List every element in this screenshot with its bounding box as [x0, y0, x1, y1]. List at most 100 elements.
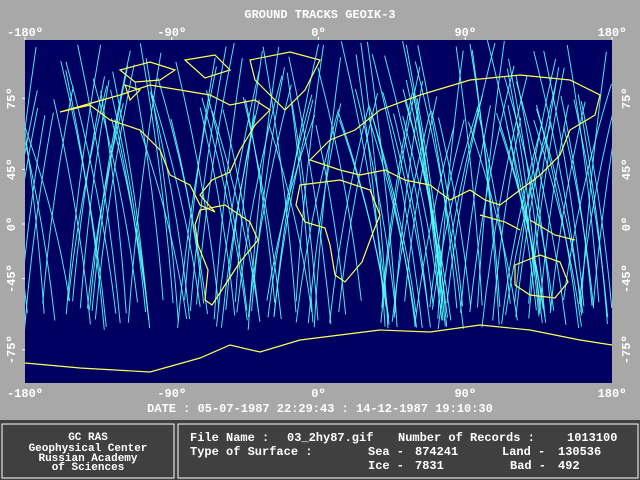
ground-track	[291, 102, 319, 321]
ground-track	[592, 146, 612, 306]
ground-track	[25, 115, 46, 263]
sea-label: Sea -	[368, 445, 404, 459]
x-tick-label-top: 0º	[311, 26, 325, 40]
ground-track	[145, 58, 179, 322]
footer-left-panel	[1, 423, 175, 479]
ground-track	[65, 44, 102, 315]
y-tick-label-right: -75º	[620, 335, 634, 364]
y-tick-label-left: -45º	[5, 264, 19, 293]
ground-track	[393, 113, 429, 308]
title: GROUND TRACKS GEOIK-3	[244, 8, 395, 22]
australia	[514, 254, 569, 299]
bad-label: Bad -	[510, 459, 546, 473]
ground-track	[404, 100, 452, 321]
y-tick-label-left: 75º	[5, 87, 19, 109]
ground-track	[139, 43, 174, 304]
ground-track	[215, 70, 260, 327]
ground-track	[455, 46, 483, 306]
ground-track	[247, 84, 292, 318]
org-line: of Sciences	[52, 462, 125, 474]
y-tick-label-left: 0º	[5, 217, 19, 231]
bad-count: 492	[558, 459, 580, 473]
ground-track	[42, 86, 74, 304]
ground-track	[25, 139, 56, 321]
south-america	[194, 204, 259, 306]
ground-track	[528, 67, 560, 304]
ground-track	[25, 90, 38, 156]
ground-track	[506, 68, 541, 314]
ground-track	[535, 104, 580, 329]
y-tick-label-right: 75º	[620, 87, 634, 109]
ground-track	[431, 103, 480, 310]
ground-track	[577, 94, 608, 325]
ground-track	[317, 67, 362, 301]
org-line: Russian Academy	[38, 453, 137, 465]
ground-track	[139, 129, 188, 320]
ground-track	[25, 127, 45, 314]
ground-track	[175, 61, 220, 308]
ground-track	[199, 107, 236, 316]
ground-track	[25, 47, 37, 134]
ground-track	[177, 66, 217, 329]
file-name-label: File Name :	[190, 431, 269, 445]
ground-track	[446, 42, 496, 304]
antarctica	[25, 324, 612, 373]
ground-track	[382, 91, 431, 328]
x-tick-label-bottom: -90º	[157, 387, 186, 401]
ground-track	[72, 76, 106, 302]
records: 1013100	[567, 431, 617, 445]
ground-track	[549, 101, 586, 314]
ground-track	[152, 95, 201, 308]
ground-track	[368, 117, 418, 328]
y-tick-label-right: 45º	[620, 159, 634, 181]
ground-track	[481, 76, 528, 328]
footer-right-panel	[177, 423, 639, 479]
ground-track	[492, 117, 522, 321]
ground-track	[189, 46, 227, 312]
ground-track	[416, 98, 448, 327]
org-line: Geophysical Center	[29, 443, 148, 455]
ground-track	[580, 101, 612, 309]
ground-track	[355, 54, 386, 327]
ground-track	[515, 81, 567, 326]
ground-track	[539, 104, 569, 305]
ground-track	[77, 44, 121, 324]
x-tick-label-bottom: -180º	[7, 387, 43, 401]
ground-track	[157, 77, 208, 314]
ground-track	[371, 53, 423, 328]
ground-track	[429, 119, 465, 308]
x-tick-label-top: 90º	[454, 26, 476, 40]
land-label: Land -	[502, 445, 545, 459]
ground-track	[501, 122, 543, 325]
ice-count: 7831	[415, 459, 444, 473]
ground-track	[205, 90, 248, 311]
ground-track	[94, 64, 135, 320]
ground-track	[110, 89, 151, 329]
ground-track	[266, 114, 316, 301]
ground-track	[404, 96, 438, 302]
x-tick-label-top: 180º	[598, 26, 627, 40]
africa	[295, 179, 381, 283]
y-tick-label-right: -45º	[620, 264, 634, 293]
ground-track	[195, 42, 235, 305]
ground-track	[134, 81, 164, 301]
records-label: Number of Records :	[398, 431, 535, 445]
ground-track	[486, 40, 537, 311]
sea-count: 874241	[415, 445, 458, 459]
x-tick-label-bottom: 0º	[311, 387, 325, 401]
ground-track	[437, 50, 464, 319]
ground-track	[149, 91, 191, 320]
arctic-islands	[118, 54, 232, 102]
ground-track	[338, 93, 379, 313]
ground-track	[580, 51, 607, 312]
ground-track	[79, 80, 110, 309]
footer-band	[0, 420, 640, 480]
x-tick-label-top: -90º	[157, 26, 186, 40]
x-tick-label-top: -180º	[7, 26, 43, 40]
ground-track	[402, 40, 444, 304]
ground-track	[295, 109, 339, 323]
ground-track	[533, 119, 582, 327]
ice-label: Ice -	[368, 459, 404, 473]
ground-track	[329, 107, 369, 323]
